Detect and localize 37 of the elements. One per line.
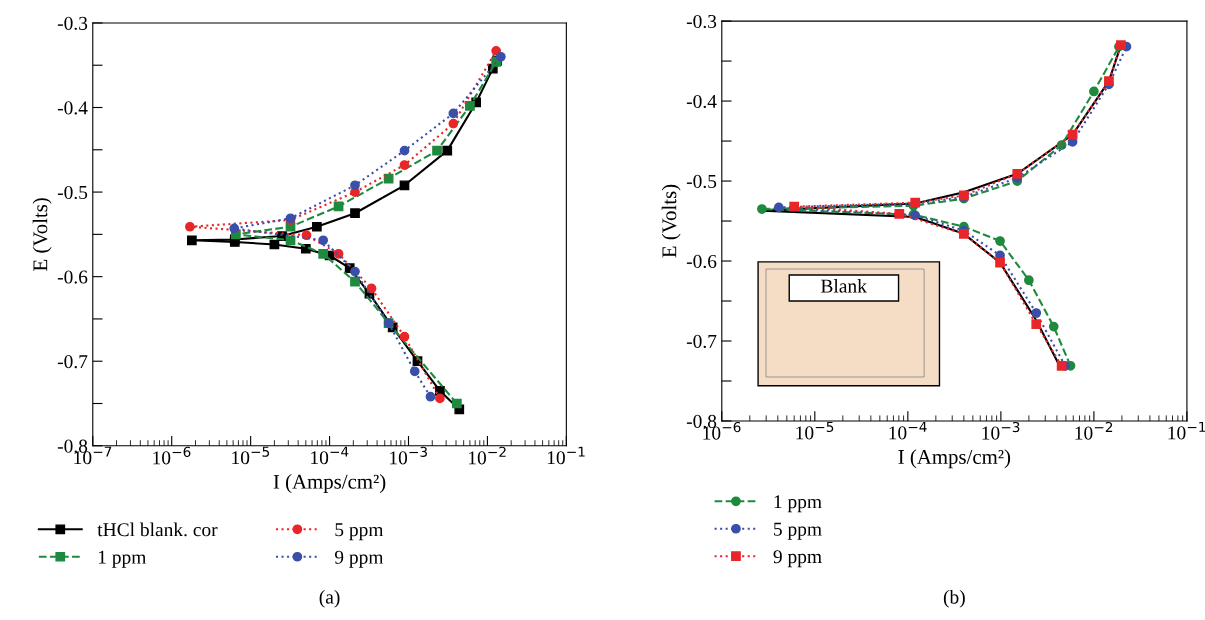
- legend-label: 5 ppm: [774, 522, 822, 540]
- legend-label: 9 ppm: [334, 550, 384, 568]
- text: (b): [943, 589, 965, 608]
- y-tick-label: -0.4: [57, 101, 88, 115]
- x-axis-title: I (Amps/cm²): [898, 449, 1011, 469]
- y-tick-label: -0.8: [686, 414, 717, 428]
- y-tick-label: -0.6: [686, 254, 717, 269]
- annotation: Blank: [820, 279, 867, 293]
- legend-label: 1 ppm: [98, 550, 147, 568]
- x-tick-label: 10$^{−5}$: [232, 446, 270, 465]
- x-tick-label: 10$^{−5}$: [796, 421, 834, 440]
- y-axis-title: E (Volts): [32, 198, 52, 271]
- x-axis-title: I (Amps/cm²): [273, 474, 386, 493]
- legend-label: 9 ppm: [773, 550, 822, 568]
- x-tick-label: 10$^{−4}$: [889, 421, 927, 440]
- y-tick-label: -0.5: [686, 174, 717, 189]
- y-tick-label: -0.3: [686, 14, 717, 29]
- x-tick-label: 10$^{−1}$: [1168, 421, 1205, 440]
- x-tick-label: 10$^{−3}$: [390, 446, 427, 465]
- y-tick-label: -0.7: [57, 355, 88, 369]
- y-tick-label: -0.8: [57, 439, 88, 453]
- legend-label: 5 ppm: [335, 523, 384, 541]
- text: (a): [319, 589, 340, 608]
- y-tick-label: -0.4: [686, 94, 717, 109]
- x-tick-label: 10$^{−1}$: [547, 446, 585, 465]
- y-tick-label: -0.5: [57, 185, 88, 200]
- x-tick-label: 10$^{−2}$: [1075, 421, 1113, 440]
- legend-label: tHCl blank. cor: [97, 522, 218, 537]
- x-tick-label: 10$^{−4}$: [311, 446, 349, 465]
- legend-label: 1 ppm: [774, 495, 822, 513]
- x-tick-label: 10$^{−3}$: [982, 421, 1020, 440]
- x-tick-label: 10$^{−6}$: [153, 446, 191, 465]
- y-axis-title: E (Volts): [661, 184, 681, 258]
- x-tick-label: 10$^{−2}$: [469, 446, 506, 465]
- y-tick-label: -0.3: [57, 16, 88, 30]
- y-tick-label: -0.7: [686, 334, 717, 349]
- y-tick-label: -0.6: [57, 270, 88, 284]
